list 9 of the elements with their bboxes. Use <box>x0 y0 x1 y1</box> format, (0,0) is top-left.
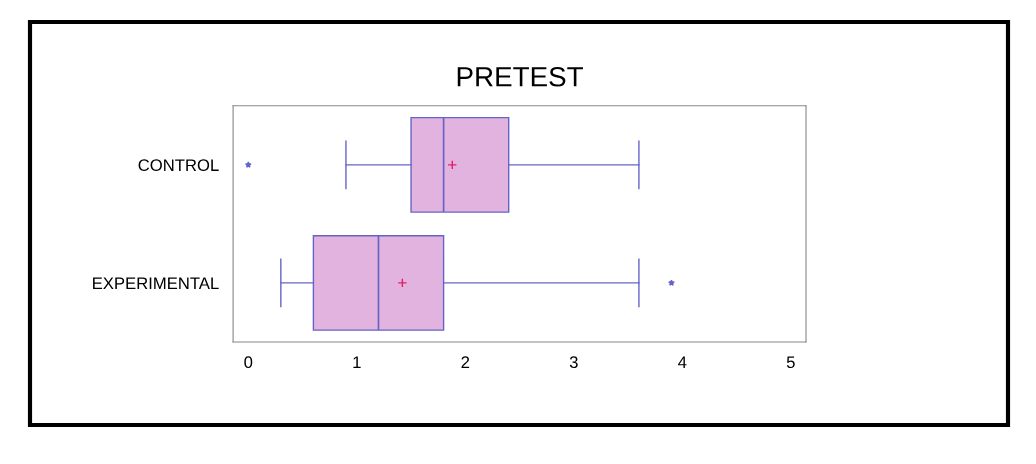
chart-title: PRETEST <box>457 66 583 87</box>
x-tick-label: 1 <box>353 356 361 368</box>
x-tick-label: 0 <box>244 356 253 369</box>
x-tick-label: 5 <box>786 356 795 369</box>
y-tick-label: EXPERIMENTAL <box>93 277 219 289</box>
x-tick-label: 2 <box>461 356 470 368</box>
x-tick-label: 3 <box>569 356 578 369</box>
y-tick-label: CONTROL <box>138 159 219 172</box>
x-tick-label: 4 <box>678 356 687 368</box>
